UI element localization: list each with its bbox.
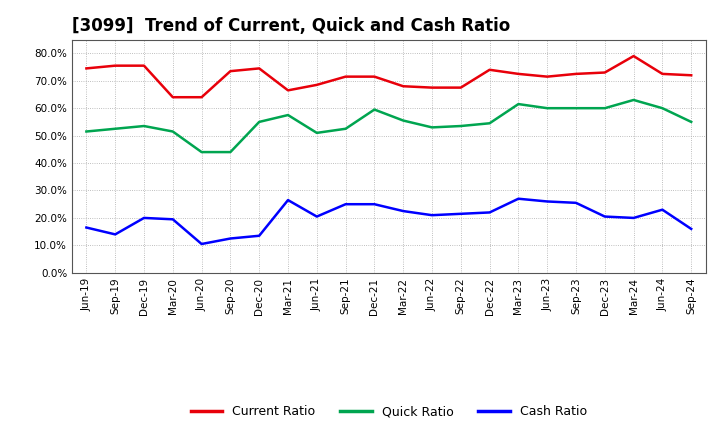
Cash Ratio — [629, 215, 638, 220]
Current Ratio — [514, 71, 523, 77]
Quick Ratio — [514, 102, 523, 107]
Line: Current Ratio: Current Ratio — [86, 56, 691, 97]
Quick Ratio — [399, 118, 408, 123]
Cash Ratio — [370, 202, 379, 207]
Cash Ratio — [456, 211, 465, 216]
Current Ratio — [341, 74, 350, 79]
Quick Ratio — [485, 121, 494, 126]
Cash Ratio — [226, 236, 235, 241]
Cash Ratio — [168, 216, 177, 222]
Current Ratio — [399, 84, 408, 89]
Current Ratio — [197, 95, 206, 100]
Legend: Current Ratio, Quick Ratio, Cash Ratio: Current Ratio, Quick Ratio, Cash Ratio — [186, 400, 592, 423]
Current Ratio — [658, 71, 667, 77]
Current Ratio — [456, 85, 465, 90]
Cash Ratio — [600, 214, 609, 219]
Current Ratio — [140, 63, 148, 68]
Quick Ratio — [658, 106, 667, 111]
Current Ratio — [572, 71, 580, 77]
Quick Ratio — [197, 150, 206, 155]
Cash Ratio — [111, 232, 120, 237]
Cash Ratio — [140, 215, 148, 220]
Current Ratio — [600, 70, 609, 75]
Quick Ratio — [600, 106, 609, 111]
Cash Ratio — [428, 213, 436, 218]
Current Ratio — [687, 73, 696, 78]
Quick Ratio — [370, 107, 379, 112]
Current Ratio — [370, 74, 379, 79]
Cash Ratio — [255, 233, 264, 238]
Current Ratio — [543, 74, 552, 79]
Quick Ratio — [82, 129, 91, 134]
Cash Ratio — [82, 225, 91, 230]
Cash Ratio — [197, 242, 206, 247]
Quick Ratio — [140, 123, 148, 128]
Current Ratio — [312, 82, 321, 88]
Line: Cash Ratio: Cash Ratio — [86, 199, 691, 244]
Cash Ratio — [543, 199, 552, 204]
Quick Ratio — [312, 130, 321, 136]
Cash Ratio — [658, 207, 667, 213]
Cash Ratio — [687, 226, 696, 231]
Current Ratio — [485, 67, 494, 73]
Quick Ratio — [543, 106, 552, 111]
Current Ratio — [284, 88, 292, 93]
Cash Ratio — [341, 202, 350, 207]
Quick Ratio — [687, 119, 696, 125]
Quick Ratio — [572, 106, 580, 111]
Cash Ratio — [514, 196, 523, 202]
Current Ratio — [82, 66, 91, 71]
Quick Ratio — [226, 150, 235, 155]
Cash Ratio — [312, 214, 321, 219]
Quick Ratio — [111, 126, 120, 132]
Cash Ratio — [284, 198, 292, 203]
Current Ratio — [428, 85, 436, 90]
Line: Quick Ratio: Quick Ratio — [86, 100, 691, 152]
Quick Ratio — [255, 119, 264, 125]
Current Ratio — [111, 63, 120, 68]
Quick Ratio — [456, 123, 465, 128]
Text: [3099]  Trend of Current, Quick and Cash Ratio: [3099] Trend of Current, Quick and Cash … — [72, 17, 510, 35]
Current Ratio — [168, 95, 177, 100]
Cash Ratio — [485, 210, 494, 215]
Quick Ratio — [168, 129, 177, 134]
Cash Ratio — [399, 209, 408, 214]
Quick Ratio — [341, 126, 350, 132]
Current Ratio — [255, 66, 264, 71]
Quick Ratio — [629, 97, 638, 103]
Current Ratio — [226, 69, 235, 74]
Quick Ratio — [284, 112, 292, 117]
Quick Ratio — [428, 125, 436, 130]
Current Ratio — [629, 53, 638, 59]
Cash Ratio — [572, 200, 580, 205]
